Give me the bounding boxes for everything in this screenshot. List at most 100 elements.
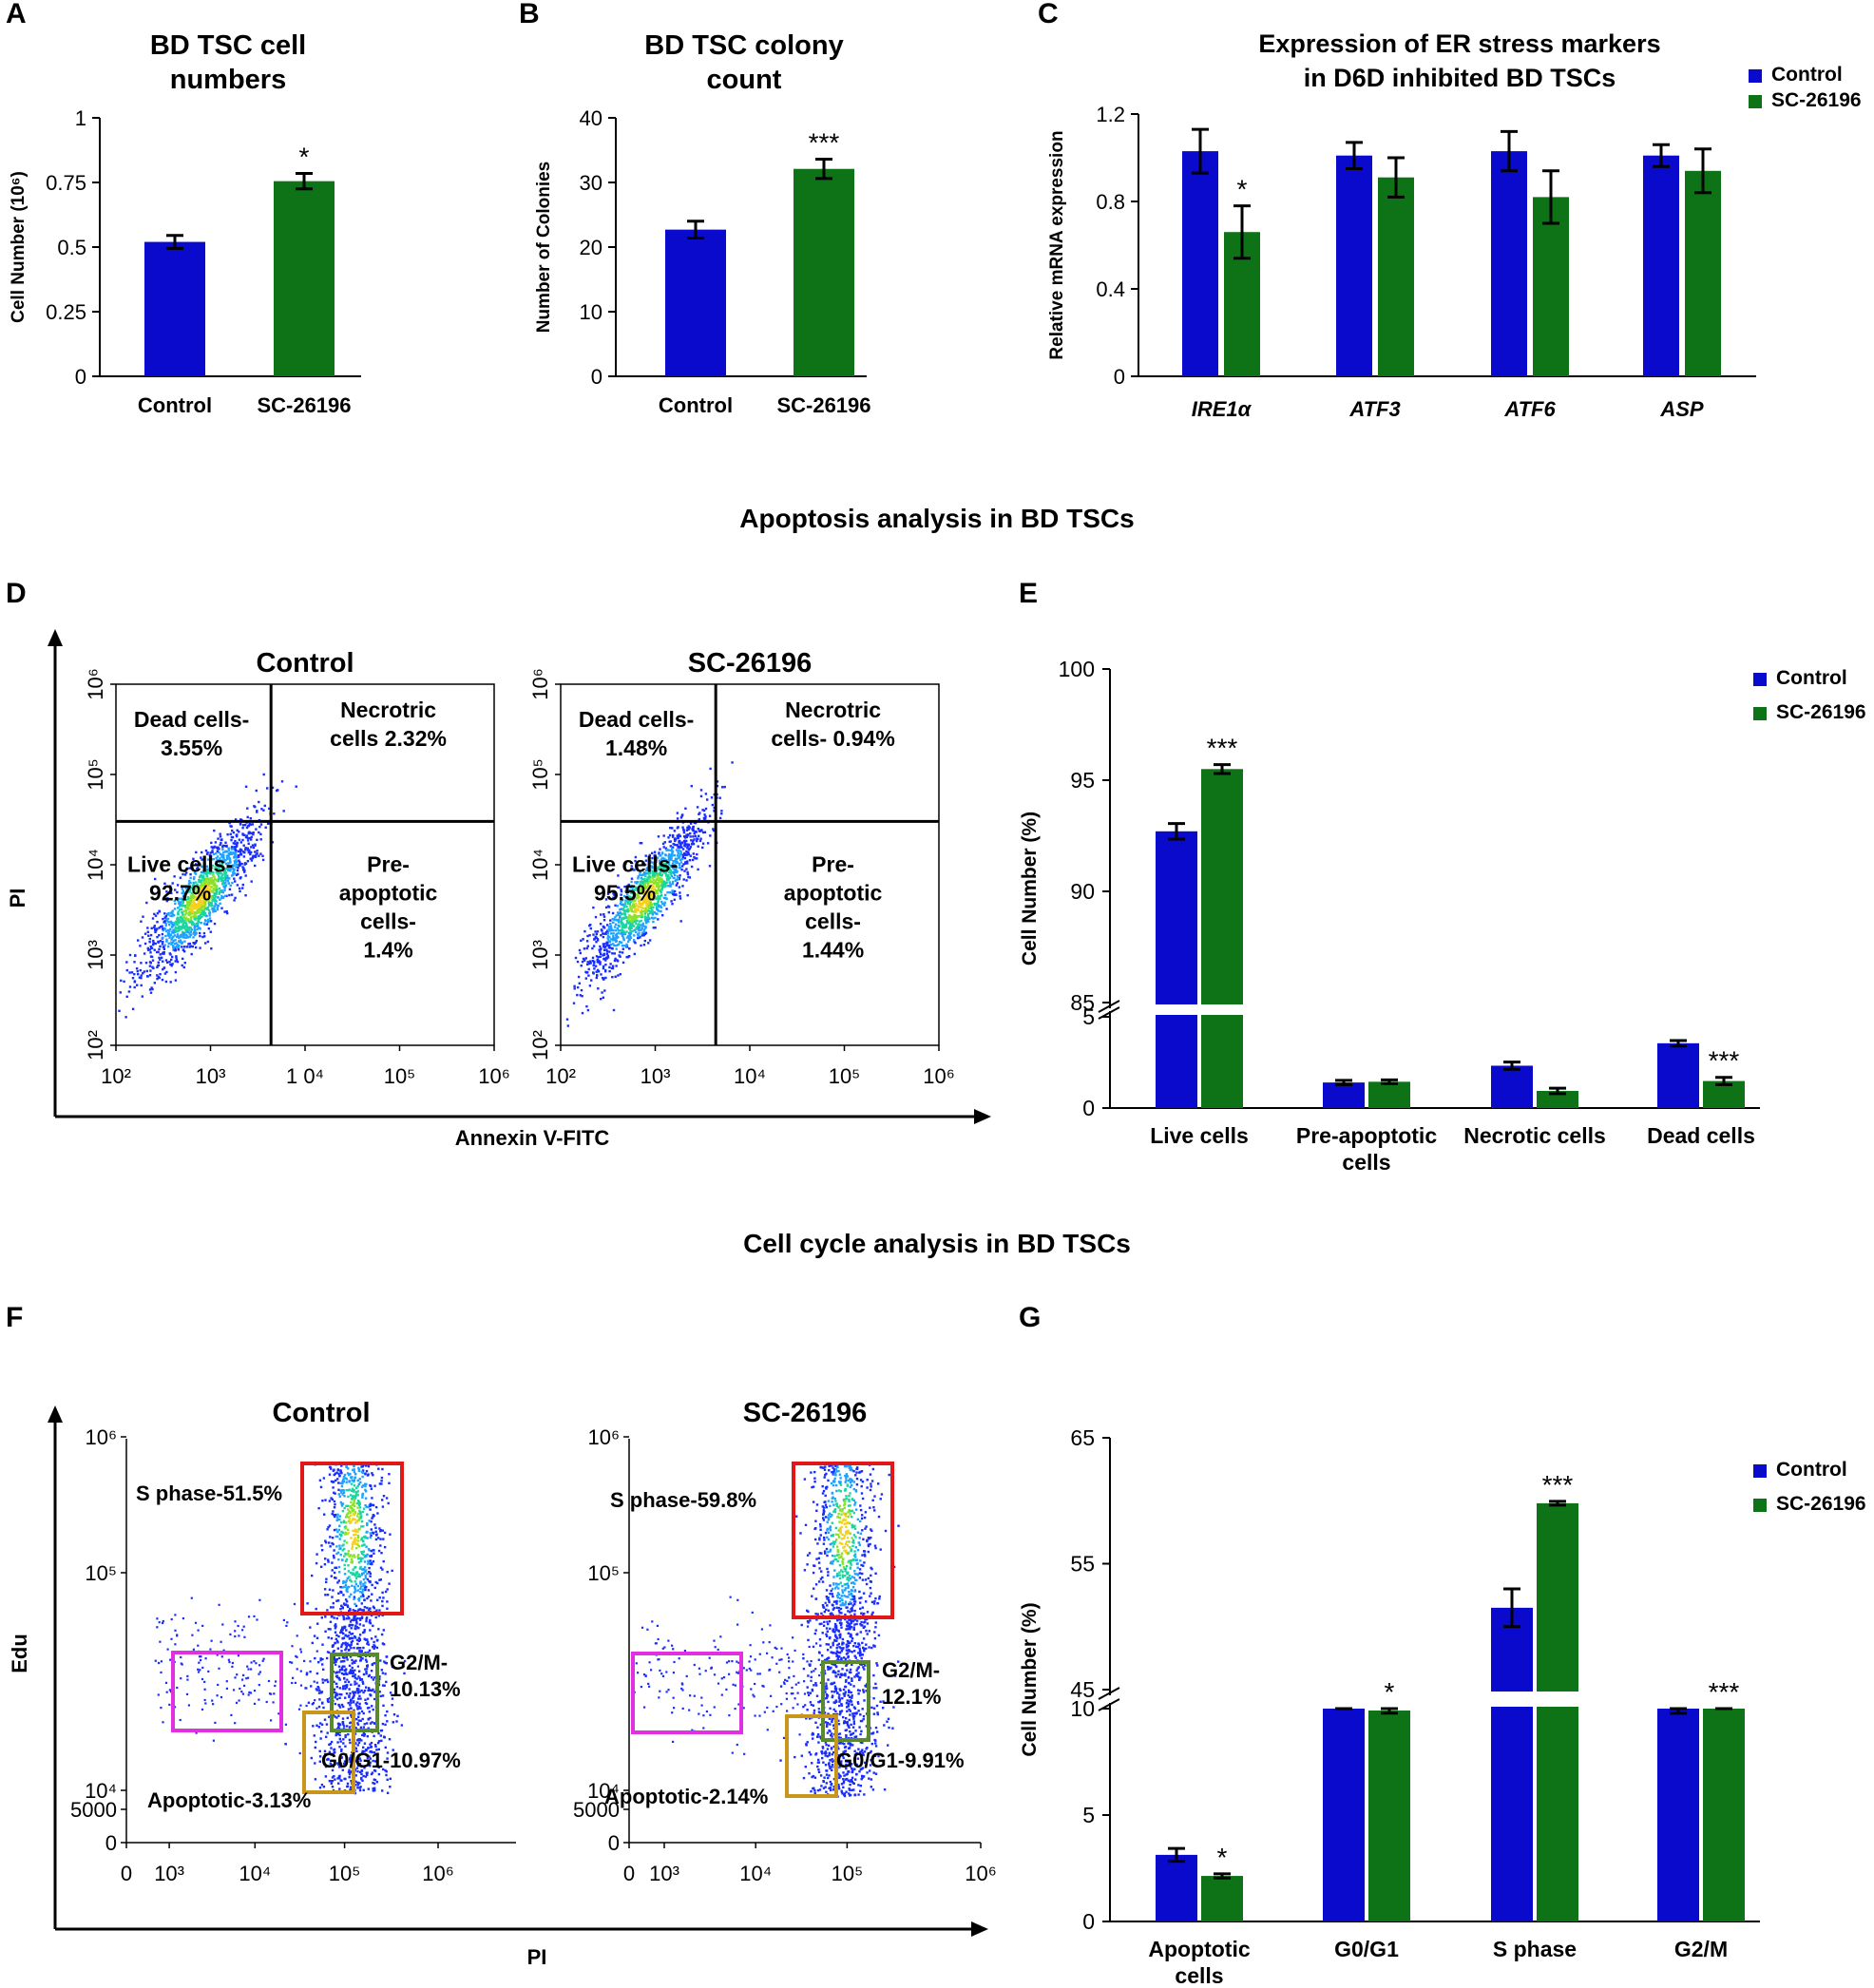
event-dot: [652, 920, 655, 924]
event-dot: [621, 931, 623, 935]
event-dot: [201, 892, 205, 895]
event-dot: [687, 848, 691, 851]
event-dot: [572, 1002, 576, 1004]
bar-break-gap-E-0-0: [1154, 1004, 1199, 1015]
event-dot: [342, 1581, 345, 1584]
event-dot: [869, 1473, 872, 1476]
event-dot: [357, 1670, 361, 1673]
event-dot: [573, 987, 576, 990]
event-dot: [683, 870, 686, 872]
event-dot: [284, 1723, 287, 1726]
event-dot: [666, 878, 669, 881]
event-dot: [159, 953, 162, 956]
event-dot: [208, 870, 211, 872]
event-dot: [328, 1541, 331, 1544]
event-dot: [644, 920, 648, 923]
event-dot: [354, 1615, 357, 1617]
event-dot: [368, 1706, 371, 1710]
event-dot: [171, 937, 174, 940]
event-dot: [258, 854, 260, 857]
event-dot: [637, 881, 640, 884]
x-tick-label-F-control-0: 0: [121, 1862, 132, 1885]
event-dot: [364, 1698, 367, 1701]
event-dot: [340, 1530, 343, 1534]
event-dot: [359, 1759, 362, 1762]
event-dot: [326, 1680, 330, 1684]
event-dot: [682, 831, 686, 834]
event-dot: [244, 849, 247, 851]
legend-label-treatment: SC-26196: [1776, 701, 1866, 723]
event-dot: [609, 923, 612, 926]
event-dot: [641, 881, 643, 884]
event-dot: [232, 873, 235, 876]
event-dot: [183, 936, 186, 939]
event-dot: [610, 932, 613, 935]
event-dot: [639, 873, 641, 876]
event-dot: [204, 877, 207, 881]
event-dot: [362, 1726, 366, 1729]
event-dot: [367, 1747, 370, 1749]
event-dot: [604, 959, 607, 962]
event-dot: [860, 1470, 864, 1473]
event-dot: [196, 906, 199, 908]
event-dot: [368, 1755, 371, 1758]
event-dot: [212, 879, 215, 882]
event-dot: [358, 1478, 361, 1481]
quadrant-lower-right-label-D-control-2: cells-: [360, 909, 416, 934]
event-dot: [183, 962, 186, 965]
event-dot: [203, 1698, 206, 1702]
event-dot: [206, 892, 209, 895]
event-dot: [389, 1777, 392, 1780]
event-dot: [667, 874, 670, 877]
event-dot: [380, 1480, 383, 1482]
event-dot: [657, 868, 660, 870]
event-dot: [696, 857, 698, 860]
event-dot: [350, 1636, 353, 1639]
event-dot: [689, 846, 693, 849]
event-dot: [621, 899, 624, 902]
event-dot: [721, 786, 724, 789]
event-dot: [199, 907, 201, 910]
event-dot: [234, 880, 237, 883]
event-dot: [328, 1750, 332, 1753]
event-dot: [356, 1589, 359, 1592]
event-dot: [212, 910, 215, 913]
event-dot: [203, 935, 206, 938]
category-label-C-0: IRE1α: [1192, 397, 1253, 421]
event-dot: [152, 942, 155, 945]
event-dot: [204, 879, 207, 882]
event-dot: [224, 858, 227, 862]
event-dot: [671, 889, 675, 893]
event-dot: [224, 841, 227, 844]
event-dot: [362, 1584, 365, 1587]
event-dot: [617, 936, 620, 939]
event-dot: [637, 936, 640, 940]
event-dot: [335, 1471, 338, 1474]
event-dot: [372, 1782, 374, 1785]
event-dot: [128, 985, 132, 988]
event-dot: [608, 940, 612, 944]
event-dot: [175, 958, 179, 962]
event-dot: [361, 1631, 365, 1634]
event-dot: [198, 921, 201, 924]
event-dot: [347, 1643, 351, 1647]
event-dot: [579, 994, 582, 997]
event-dot: [607, 927, 610, 930]
event-dot: [636, 915, 640, 918]
event-dot: [358, 1711, 361, 1714]
event-dot: [677, 844, 679, 847]
event-dot: [203, 919, 207, 922]
event-dot: [353, 1484, 356, 1487]
event-dot: [607, 944, 611, 947]
event-dot: [647, 888, 650, 891]
y-tick-label-F-control-3: 10⁵: [85, 1561, 117, 1585]
category-label-G-0-0: Apoptotic: [1148, 1937, 1251, 1961]
event-dot: [392, 1713, 396, 1716]
event-dot: [218, 1603, 220, 1606]
event-dot: [684, 861, 687, 864]
event-dot: [198, 879, 201, 882]
event-dot: [602, 948, 606, 951]
event-dot: [349, 1520, 352, 1523]
event-dot: [604, 970, 607, 973]
event-dot: [344, 1680, 347, 1684]
